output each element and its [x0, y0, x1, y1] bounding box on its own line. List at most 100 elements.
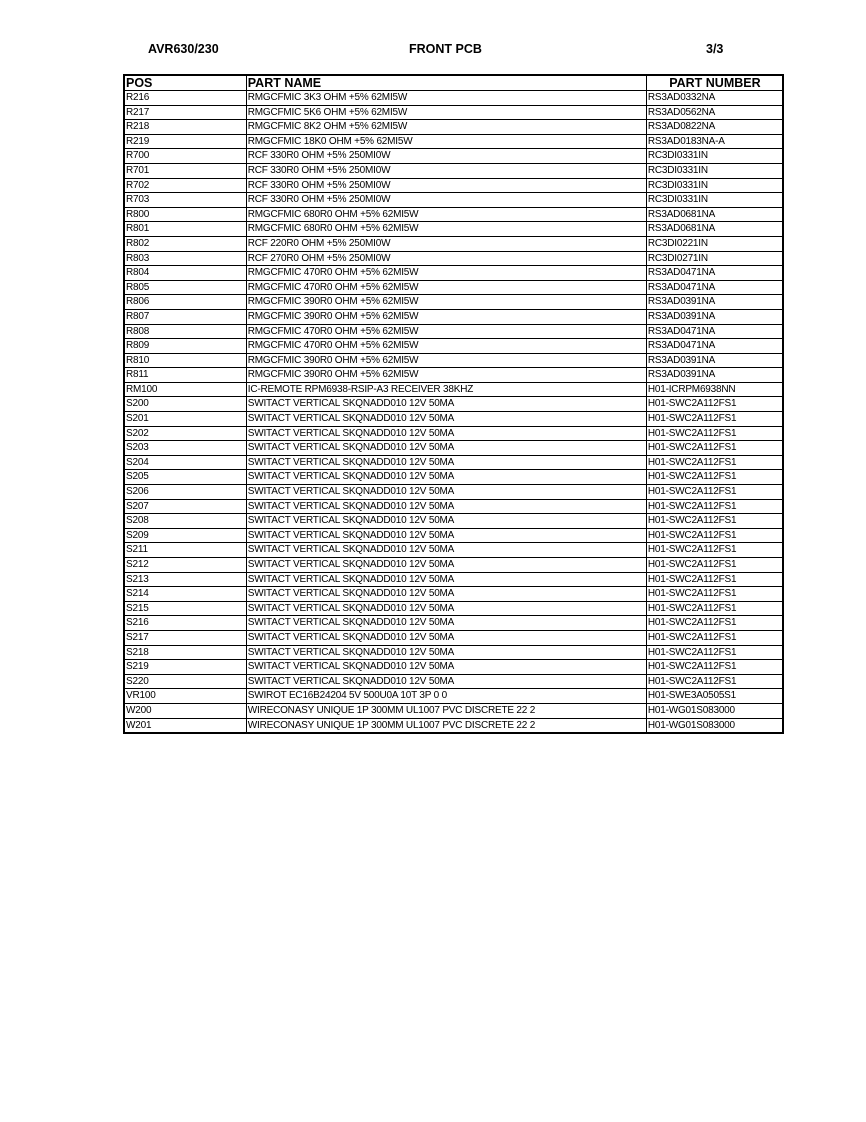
cell-pos: R810	[123, 352, 247, 369]
cell-part-number: RC3DI0271IN	[645, 250, 784, 267]
table-row: S214 SWITACT VERTICAL SKQNADD010 12V 50MA…	[123, 586, 784, 602]
table-row: VR100 SWIROT EC16B24204 5V 500U0A 10T 3P …	[123, 688, 784, 704]
table-row: R811 RMGCFMIC 390R0 OHM +5% 62MI5W RS3AD03…	[123, 367, 784, 383]
table-row: R802 RCF 220R0 OHM +5% 250MI0W RC3DI0221IN	[123, 235, 784, 252]
table-row: R216 RMGCFMIC 3K3 OHM +5% 62MI5W RS3AD0332…	[123, 90, 784, 106]
cell-pos: R811	[123, 367, 247, 383]
table-row: R218 RMGCFMIC 8K2 OHM +5% 62MI5W RS3AD0822…	[123, 119, 784, 135]
cell-part-number: RC3DI0331IN	[645, 177, 784, 194]
cell-part-name: SWITACT VERTICAL SKQNADD010 12V 50MA	[245, 527, 647, 544]
cell-pos: S205	[123, 469, 247, 486]
cell-part-name: RMGCFMIC 5K6 OHM +5% 62MI5W	[245, 104, 647, 121]
cell-part-name: RMGCFMIC 18K0 OHM +5% 62MI5W	[245, 133, 647, 150]
cell-part-number: H01-SWC2A112FS1	[645, 527, 784, 544]
cell-part-number: RS3AD0681NA	[645, 206, 784, 223]
cell-part-name: SWITACT VERTICAL SKQNADD010 12V 50MA	[245, 454, 647, 471]
table-row: W201 WIRECONASY UNIQUE 1P 300MM UL1007 PV…	[123, 717, 784, 734]
table-row: S203 SWITACT VERTICAL SKQNADD010 12V 50MA…	[123, 440, 784, 456]
cell-pos: S218	[123, 644, 247, 661]
cell-pos: R801	[123, 221, 247, 237]
cell-part-number: H01-SWC2A112FS1	[645, 498, 784, 515]
cell-part-name: SWITACT VERTICAL SKQNADD010 12V 50MA	[245, 644, 647, 661]
table-row: S219 SWITACT VERTICAL SKQNADD010 12V 50MA…	[123, 659, 784, 675]
cell-pos: R219	[123, 133, 247, 150]
cell-part-name: SWITACT VERTICAL SKQNADD010 12V 50MA	[245, 498, 647, 515]
cell-pos: S219	[123, 659, 247, 675]
cell-part-name: RMGCFMIC 470R0 OHM +5% 62MI5W	[245, 279, 647, 296]
table-row: R803 RCF 270R0 OHM +5% 250MI0W RC3DI0271IN	[123, 250, 784, 267]
table-row: RM100 IC-REMOTE RPM6938-RSIP-A3 RECEIVER …	[123, 381, 784, 398]
table-row: S220 SWITACT VERTICAL SKQNADD010 12V 50MA…	[123, 673, 784, 690]
cell-pos: R809	[123, 338, 247, 354]
cell-part-name: SWITACT VERTICAL SKQNADD010 12V 50MA	[245, 659, 647, 675]
table-row: R700 RCF 330R0 OHM +5% 250MI0W RC3DI0331IN	[123, 148, 784, 164]
cell-part-number: H01-SWC2A112FS1	[645, 659, 784, 675]
cell-part-number: H01-WG01S083000	[645, 702, 784, 719]
cell-part-number: H01-SWC2A112FS1	[645, 571, 784, 588]
cell-part-number: H01-SWC2A112FS1	[645, 600, 784, 617]
cell-part-name: RCF 330R0 OHM +5% 250MI0W	[245, 148, 647, 164]
table-row: R810 RMGCFMIC 390R0 OHM +5% 62MI5W RS3AD03…	[123, 352, 784, 369]
page-number: 3/3	[706, 42, 724, 56]
table-row: S208 SWITACT VERTICAL SKQNADD010 12V 50MA…	[123, 513, 784, 529]
cell-part-name: SWITACT VERTICAL SKQNADD010 12V 50MA	[245, 542, 647, 558]
table-row: R806 RMGCFMIC 390R0 OHM +5% 62MI5W RS3AD03…	[123, 294, 784, 310]
cell-part-name: RMGCFMIC 470R0 OHM +5% 62MI5W	[245, 338, 647, 354]
cell-pos: R702	[123, 177, 247, 194]
cell-pos: R804	[123, 265, 247, 281]
table-row: R807 RMGCFMIC 390R0 OHM +5% 62MI5W RS3AD03…	[123, 308, 784, 325]
cell-pos: W201	[123, 717, 247, 734]
cell-part-name: SWITACT VERTICAL SKQNADD010 12V 50MA	[245, 629, 647, 646]
cell-pos: R703	[123, 192, 247, 208]
cell-pos: R700	[123, 148, 247, 164]
cell-part-number: H01-SWC2A112FS1	[645, 513, 784, 529]
table-row: S216 SWITACT VERTICAL SKQNADD010 12V 50MA…	[123, 615, 784, 631]
cell-part-name: RMGCFMIC 470R0 OHM +5% 62MI5W	[245, 265, 647, 281]
cell-part-name: SWITACT VERTICAL SKQNADD010 12V 50MA	[245, 600, 647, 617]
cell-part-number: RC3DI0331IN	[645, 192, 784, 208]
cell-part-name: SWITACT VERTICAL SKQNADD010 12V 50MA	[245, 440, 647, 456]
cell-pos: R807	[123, 308, 247, 325]
cell-part-name: RMGCFMIC 680R0 OHM +5% 62MI5W	[245, 206, 647, 223]
cell-pos: S201	[123, 411, 247, 427]
cell-part-name: SWITACT VERTICAL SKQNADD010 12V 50MA	[245, 396, 647, 413]
cell-part-number: H01-SWC2A112FS1	[645, 484, 784, 500]
table-row: S211 SWITACT VERTICAL SKQNADD010 12V 50MA…	[123, 542, 784, 558]
table-row: R701 RCF 330R0 OHM +5% 250MI0W RC3DI0331IN	[123, 162, 784, 179]
cell-part-number: H01-SWC2A112FS1	[645, 644, 784, 661]
cell-part-name: RCF 330R0 OHM +5% 250MI0W	[245, 162, 647, 179]
cell-part-number: RC3DI0331IN	[645, 162, 784, 179]
cell-pos: S206	[123, 484, 247, 500]
cell-pos: R218	[123, 119, 247, 135]
cell-part-number: RS3AD0391NA	[645, 308, 784, 325]
cell-part-name: SWITACT VERTICAL SKQNADD010 12V 50MA	[245, 469, 647, 486]
cell-part-name: RMGCFMIC 470R0 OHM +5% 62MI5W	[245, 323, 647, 340]
table-row: S212 SWITACT VERTICAL SKQNADD010 12V 50MA…	[123, 557, 784, 573]
table-row: S205 SWITACT VERTICAL SKQNADD010 12V 50MA…	[123, 469, 784, 486]
cell-part-name: RCF 270R0 OHM +5% 250MI0W	[245, 250, 647, 267]
cell-pos: S214	[123, 586, 247, 602]
table-row: R800 RMGCFMIC 680R0 OHM +5% 62MI5W RS3AD06…	[123, 206, 784, 223]
cell-pos: S204	[123, 454, 247, 471]
cell-pos: R808	[123, 323, 247, 340]
cell-part-number: H01-SWC2A112FS1	[645, 629, 784, 646]
cell-part-number: H01-SWC2A112FS1	[645, 454, 784, 471]
table-row: S202 SWITACT VERTICAL SKQNADD010 12V 50MA…	[123, 425, 784, 442]
cell-part-number: RS3AD0183NA-A	[645, 133, 784, 150]
model-number: AVR630/230	[148, 42, 219, 56]
table-row: S201 SWITACT VERTICAL SKQNADD010 12V 50MA…	[123, 411, 784, 427]
cell-pos: R800	[123, 206, 247, 223]
cell-part-number: H01-SWC2A112FS1	[645, 673, 784, 690]
cell-part-name: RMGCFMIC 680R0 OHM +5% 62MI5W	[245, 221, 647, 237]
cell-part-number: RC3DI0221IN	[645, 235, 784, 252]
table-row: S207 SWITACT VERTICAL SKQNADD010 12V 50MA…	[123, 498, 784, 515]
table-row: S213 SWITACT VERTICAL SKQNADD010 12V 50MA…	[123, 571, 784, 588]
cell-part-number: H01-SWC2A112FS1	[645, 396, 784, 413]
cell-pos: S216	[123, 615, 247, 631]
table-row: R804 RMGCFMIC 470R0 OHM +5% 62MI5W RS3AD04…	[123, 265, 784, 281]
cell-part-number: H01-SWC2A112FS1	[645, 440, 784, 456]
cell-part-number: RC3DI0331IN	[645, 148, 784, 164]
table-row: R702 RCF 330R0 OHM +5% 250MI0W RC3DI0331IN	[123, 177, 784, 194]
cell-part-number: RS3AD0471NA	[645, 265, 784, 281]
cell-part-name: WIRECONASY UNIQUE 1P 300MM UL1007 PVC DI…	[245, 717, 647, 734]
